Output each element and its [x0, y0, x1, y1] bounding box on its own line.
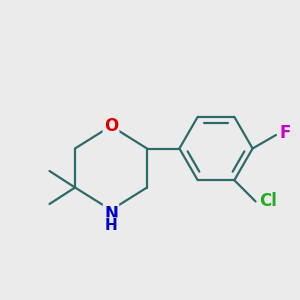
Text: Cl: Cl [259, 192, 277, 210]
Text: O: O [104, 117, 118, 135]
Text: H: H [105, 218, 117, 233]
Text: N: N [104, 205, 118, 223]
Text: F: F [279, 124, 291, 142]
